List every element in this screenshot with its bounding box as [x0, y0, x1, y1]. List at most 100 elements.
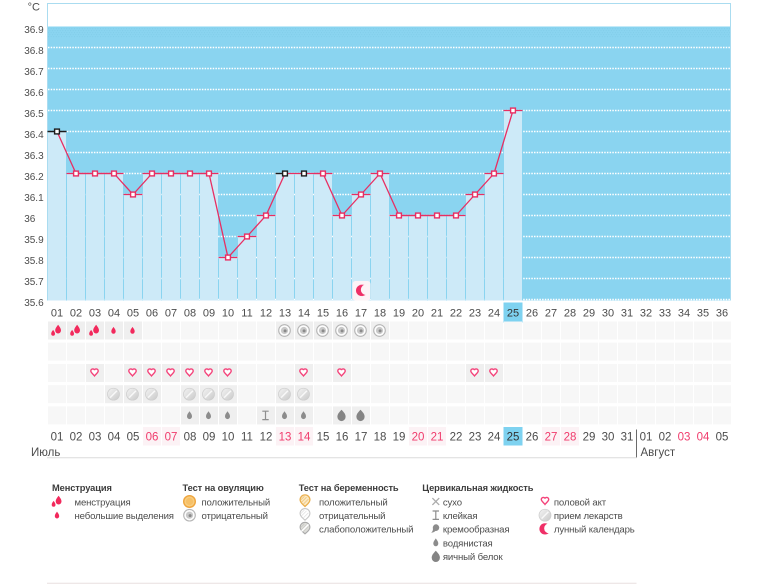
svg-text:положительный: положительный [319, 497, 388, 508]
svg-text:03: 03 [89, 308, 101, 320]
svg-text:02: 02 [659, 432, 672, 444]
svg-text:Тест на овуляцию: Тест на овуляцию [183, 483, 264, 493]
svg-text:16: 16 [336, 308, 348, 320]
svg-text:36: 36 [24, 214, 36, 225]
svg-text:25: 25 [507, 308, 519, 320]
svg-text:25: 25 [507, 432, 520, 444]
svg-text:30: 30 [602, 308, 614, 320]
svg-text:05: 05 [716, 432, 729, 444]
svg-text:31: 31 [621, 308, 633, 320]
svg-text:30: 30 [602, 432, 615, 444]
svg-text:17: 17 [355, 432, 368, 444]
svg-text:14: 14 [298, 432, 311, 444]
svg-text:13: 13 [279, 432, 292, 444]
svg-text:13: 13 [279, 308, 291, 320]
svg-text:менструация: менструация [75, 497, 131, 508]
svg-text:19: 19 [393, 432, 406, 444]
svg-text:35.9: 35.9 [24, 235, 44, 246]
svg-text:35.7: 35.7 [24, 277, 44, 288]
svg-text:27: 27 [545, 308, 557, 320]
svg-text:водянистая: водянистая [443, 538, 493, 549]
svg-text:небольшие выделения: небольшие выделения [75, 511, 174, 522]
svg-text:11: 11 [241, 432, 253, 444]
svg-text:19: 19 [393, 308, 405, 320]
svg-text:положительный: положительный [202, 497, 271, 508]
svg-text:01: 01 [51, 432, 64, 444]
svg-text:09: 09 [203, 432, 216, 444]
svg-text:12: 12 [260, 308, 272, 320]
svg-text:Июль: Июль [31, 447, 60, 459]
svg-text:36.9: 36.9 [24, 25, 44, 36]
svg-text:22: 22 [450, 308, 462, 320]
svg-text:03: 03 [89, 432, 102, 444]
svg-text:17: 17 [355, 308, 367, 320]
svg-text:32: 32 [640, 308, 652, 320]
svg-text:36.6: 36.6 [24, 88, 44, 99]
svg-text:03: 03 [678, 432, 691, 444]
svg-text:26: 26 [526, 432, 539, 444]
svg-text:сухо: сухо [443, 497, 462, 508]
svg-text:24: 24 [488, 432, 501, 444]
svg-text:31: 31 [621, 432, 634, 444]
svg-text:09: 09 [203, 308, 215, 320]
svg-text:21: 21 [431, 308, 443, 320]
svg-text:36.5: 36.5 [24, 109, 44, 120]
svg-text:29: 29 [583, 308, 595, 320]
svg-text:35: 35 [697, 308, 709, 320]
svg-text:22: 22 [450, 432, 463, 444]
svg-text:02: 02 [70, 308, 82, 320]
svg-text:36.4: 36.4 [24, 130, 44, 141]
svg-text:35.8: 35.8 [24, 256, 44, 267]
svg-text:36.7: 36.7 [24, 67, 44, 78]
svg-text:01: 01 [51, 308, 63, 320]
svg-text:12: 12 [260, 432, 273, 444]
svg-text:Август: Август [641, 447, 676, 459]
svg-text:11: 11 [241, 308, 252, 320]
svg-text:07: 07 [165, 308, 177, 320]
svg-text:35.6: 35.6 [24, 298, 44, 309]
svg-text:10: 10 [222, 432, 235, 444]
svg-text:07: 07 [165, 432, 178, 444]
svg-text:06: 06 [146, 432, 159, 444]
svg-text:16: 16 [336, 432, 349, 444]
svg-text:21: 21 [431, 432, 444, 444]
svg-text:Цервикальная жидкость: Цервикальная жидкость [422, 483, 533, 493]
svg-text:28: 28 [564, 432, 577, 444]
svg-text:слабоположительный: слабоположительный [319, 525, 413, 536]
svg-text:36.2: 36.2 [24, 172, 44, 183]
svg-text:18: 18 [374, 308, 386, 320]
svg-text:36.1: 36.1 [24, 193, 44, 204]
svg-text:27: 27 [545, 432, 558, 444]
svg-text:20: 20 [412, 432, 425, 444]
svg-text:половой акт: половой акт [554, 497, 607, 508]
svg-text:02: 02 [70, 432, 83, 444]
svg-text:04: 04 [108, 432, 121, 444]
svg-text:34: 34 [678, 308, 690, 320]
svg-text:29: 29 [583, 432, 596, 444]
svg-text:05: 05 [127, 432, 140, 444]
svg-text:33: 33 [659, 308, 671, 320]
svg-text:прием лекарств: прием лекарств [554, 511, 623, 522]
svg-text:Менструация: Менструация [52, 483, 112, 493]
svg-text:Тест на беременность: Тест на беременность [299, 483, 399, 493]
svg-text:04: 04 [697, 432, 710, 444]
svg-text:06: 06 [146, 308, 158, 320]
svg-text:отрицательный: отрицательный [202, 511, 268, 522]
svg-text:клейкая: клейкая [443, 511, 478, 522]
svg-text:15: 15 [317, 432, 330, 444]
svg-text:05: 05 [127, 308, 139, 320]
svg-text:23: 23 [469, 432, 482, 444]
svg-text:08: 08 [184, 308, 196, 320]
svg-text:кремообразная: кремообразная [443, 525, 509, 536]
svg-text:08: 08 [184, 432, 197, 444]
svg-text:20: 20 [412, 308, 424, 320]
svg-text:14: 14 [298, 308, 310, 320]
svg-text:лунный календарь: лунный календарь [554, 525, 635, 536]
svg-text:23: 23 [469, 308, 481, 320]
svg-text:36.8: 36.8 [24, 46, 44, 57]
svg-text:отрицательный: отрицательный [319, 511, 385, 522]
svg-text:04: 04 [108, 308, 120, 320]
svg-text:°C: °C [28, 2, 40, 14]
svg-text:36.3: 36.3 [24, 151, 44, 162]
svg-text:36: 36 [716, 308, 728, 320]
